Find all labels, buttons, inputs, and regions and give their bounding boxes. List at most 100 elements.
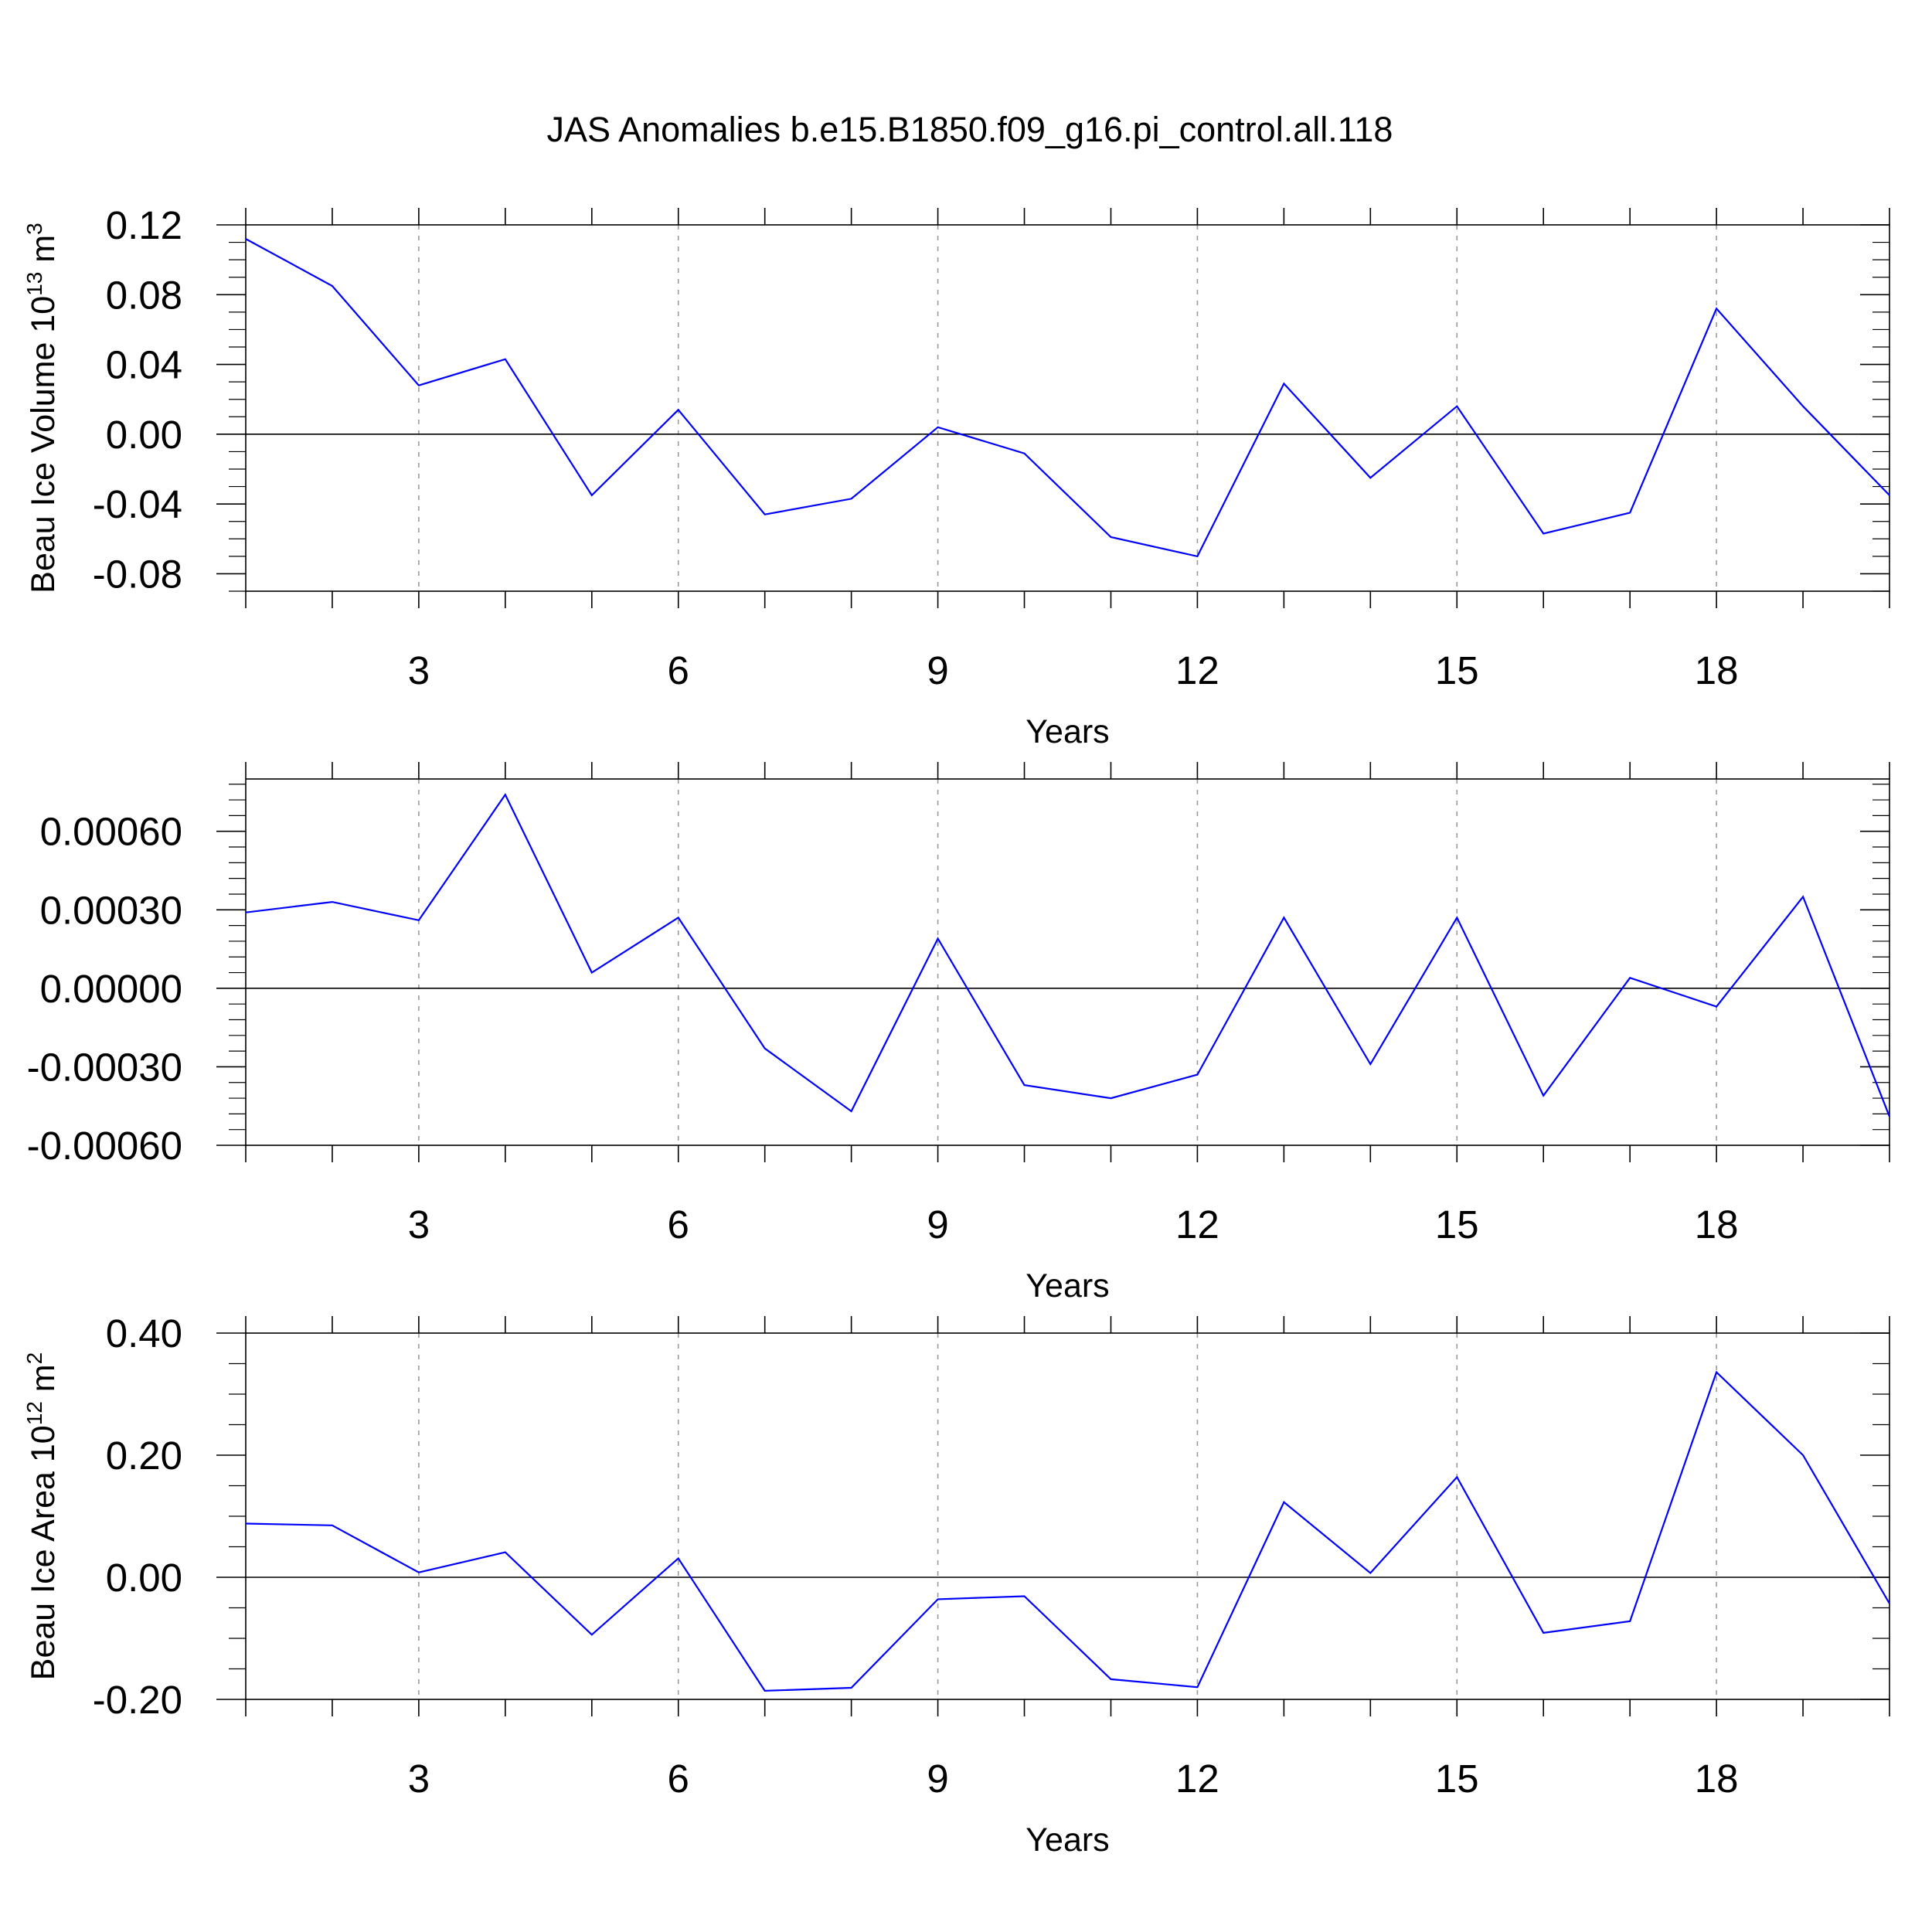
data-point (850, 497, 853, 500)
data-point (677, 408, 680, 411)
data-point (764, 513, 767, 516)
data-point (504, 358, 507, 361)
x-tick-label: 6 (668, 1202, 689, 1247)
y-tick-label: 0.00030 (40, 888, 182, 932)
y-tick-label: -0.00030 (27, 1045, 182, 1089)
data-point (590, 971, 594, 975)
data-point (764, 1047, 767, 1050)
y-axis-label: Beau Ice Volume 1013 m3 (22, 223, 62, 593)
data-point (244, 911, 247, 914)
y-tick-label: -0.00060 (27, 1124, 182, 1168)
data-point (331, 284, 334, 287)
x-axis-label: Years (1026, 1267, 1109, 1304)
y-tick-label: 0.40 (106, 1311, 182, 1355)
x-tick-label: 3 (408, 1202, 430, 1247)
data-point (1023, 1595, 1026, 1598)
y-tick-label: 0.00 (106, 413, 182, 457)
data-point (1628, 1620, 1631, 1623)
data-point (244, 237, 247, 240)
y-tick-label: 0.00000 (40, 967, 182, 1011)
y-tick-label: 0.08 (106, 273, 182, 317)
y-axis-label-text: Beau Ice Volume 10 (25, 296, 62, 594)
y-tick-label: 0.20 (106, 1434, 182, 1478)
data-point (1715, 1005, 1718, 1009)
data-point (331, 1524, 334, 1527)
data-point (1110, 536, 1113, 539)
data-point (417, 1571, 420, 1574)
data-point (590, 1633, 594, 1636)
data-point (1196, 1073, 1199, 1077)
data-point (1369, 476, 1372, 479)
y-tick-label: 0.00060 (40, 810, 182, 854)
data-point (937, 937, 940, 940)
data-point (1282, 1501, 1285, 1504)
data-point (677, 916, 680, 919)
data-point (850, 1110, 853, 1113)
plot-frame (245, 778, 1890, 1146)
y-axis-label-unit-exponent: 3 (22, 223, 46, 235)
data-point (590, 494, 594, 497)
data-point (1455, 1475, 1458, 1478)
data-point (1801, 895, 1804, 898)
data-point (937, 1597, 940, 1600)
y-axis-label: Beau Ice Area 1012 m2 (22, 1352, 62, 1680)
x-tick-label: 9 (927, 648, 948, 692)
data-point (1110, 1678, 1113, 1681)
y-tick-label: 0.04 (106, 343, 182, 387)
data-point (1801, 1454, 1804, 1457)
x-axis-label: Years (1026, 713, 1109, 750)
data-point (1542, 1094, 1545, 1097)
series-line (245, 238, 1890, 558)
series-line (245, 1370, 1890, 1692)
data-point (1628, 976, 1631, 979)
data-point (1023, 1083, 1026, 1087)
y-tick-label: 0.00 (106, 1556, 182, 1600)
figure-title: JAS Anomalies b.e15.B1850.f09_g16.pi_con… (547, 110, 1393, 149)
x-tick-label: 3 (408, 1757, 430, 1801)
x-tick-label: 9 (927, 1757, 948, 1801)
data-point (1888, 1602, 1891, 1605)
data-point (1282, 916, 1285, 919)
y-axis-label-exponent: 12 (22, 1401, 46, 1425)
data-point (1110, 1097, 1113, 1100)
y-tick-label: -0.20 (93, 1678, 182, 1722)
series-line (245, 793, 1891, 1117)
y-axis-label-text: Beau Ice Area 10 (25, 1425, 62, 1680)
x-tick-label: 18 (1695, 1757, 1739, 1801)
y-tick-label: -0.08 (93, 552, 182, 596)
y-tick-label: 0.12 (106, 203, 182, 247)
plot-frame (245, 224, 1890, 592)
data-point (1196, 555, 1199, 558)
data-point (1542, 1631, 1545, 1634)
panel-ice-area: 3 6 9 12 15 18 Years -0.20 0.00 0.20 0.40 Beau Ice … (22, 1311, 1891, 1859)
panel-ice-volume: 3 6 9 12 15 18 Years -0.08 -0.04 0.00 0.04 0.08 0.12… (22, 203, 1891, 750)
y-tick-label: -0.04 (93, 482, 182, 526)
data-point (1196, 1685, 1199, 1689)
data-point (1888, 494, 1891, 497)
x-tick-label: 3 (408, 648, 430, 692)
x-tick-label: 18 (1695, 1202, 1739, 1247)
x-tick-label: 18 (1695, 648, 1739, 692)
x-tick-label: 6 (668, 1757, 689, 1801)
data-point (677, 1557, 680, 1560)
x-tick-label: 15 (1435, 648, 1479, 692)
x-tick-label: 15 (1435, 1757, 1479, 1801)
data-point (331, 900, 334, 903)
y-axis-label-unit: m (25, 1364, 62, 1401)
data-point (1023, 452, 1026, 455)
data-point (1282, 382, 1285, 385)
y-axis-label-unit-exponent: 2 (22, 1352, 46, 1365)
data-point (850, 1686, 853, 1689)
data-point (417, 919, 420, 922)
data-point (937, 426, 940, 429)
x-tick-label: 12 (1175, 1202, 1219, 1247)
data-point (1369, 1063, 1372, 1066)
x-tick-label: 15 (1435, 1202, 1479, 1247)
data-point (764, 1689, 767, 1692)
data-point (504, 793, 507, 796)
data-point (244, 1522, 247, 1526)
x-tick-label: 12 (1175, 648, 1219, 692)
x-tick-label: 12 (1175, 1757, 1219, 1801)
